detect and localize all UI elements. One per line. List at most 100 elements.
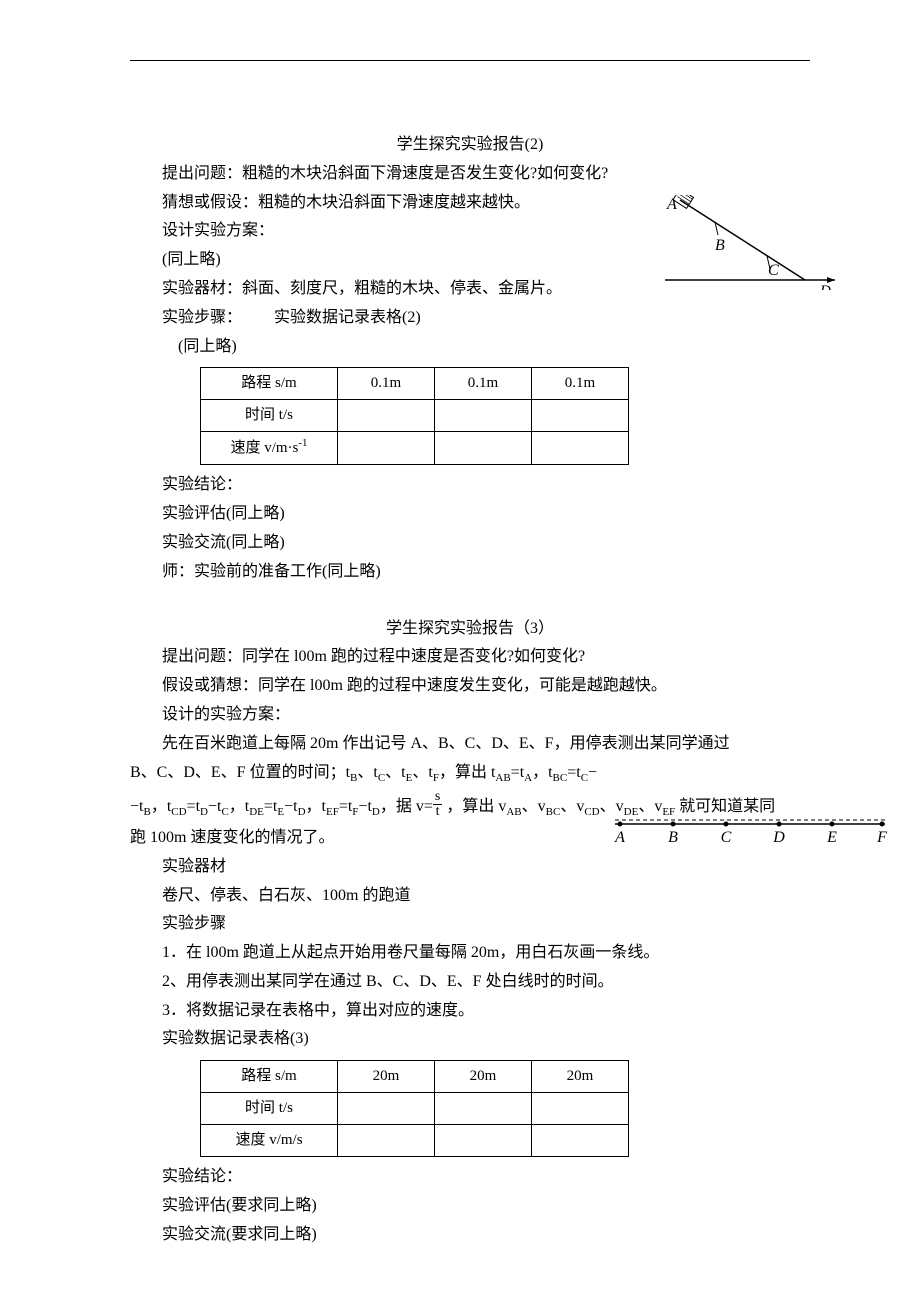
svg-text:F: F (876, 829, 887, 846)
report3-step2: 2、用停表测出某同学在通过 B、C、D、E、F 处白线时的时间。 (130, 968, 810, 997)
p3d3: −t (358, 798, 371, 815)
p3e1: =t (187, 798, 200, 815)
p2-pre: B、C、D、E、F 位置的时间；t (130, 764, 350, 781)
eq1: =t (511, 764, 524, 781)
p3D2: D (298, 806, 306, 818)
p3EF: EF (326, 806, 339, 818)
p3d1: −t (208, 798, 221, 815)
svg-text:D: D (819, 283, 831, 290)
r2-c1 (338, 400, 435, 432)
r2-row-vel: 速度 v/m·s-1 (201, 432, 338, 465)
r3-d1 (338, 1125, 435, 1157)
r3-th-path: 路程 s/m (201, 1061, 338, 1093)
r2-c3 (532, 400, 629, 432)
vs2: 、v (560, 798, 584, 815)
r2-row-time: 时间 t/s (201, 400, 338, 432)
svg-text:A: A (614, 829, 625, 846)
p3c3: ，t (306, 798, 326, 815)
report3-conclusion: 实验结论： (130, 1163, 810, 1192)
r2-th-v1: 0.1m (338, 368, 435, 400)
r2-d2 (435, 432, 532, 465)
sAB: AB (495, 772, 510, 784)
p3m2: ，算出 v (442, 798, 506, 815)
svg-text:E: E (826, 829, 837, 846)
svg-text:C: C (768, 262, 779, 279)
r2-d3 (532, 432, 629, 465)
sep2: 、t (385, 764, 405, 781)
report2-evaluate: 实验评估(同上略) (130, 500, 810, 529)
report3-equip: 卷尺、停表、白石灰、100m 的跑道 (130, 882, 810, 911)
report3-step1: 1．在 l00m 跑道上从起点开始用卷尺量每隔 20m，用白石灰画一条线。 (130, 939, 810, 968)
vs1: 、v (522, 798, 546, 815)
p3D: D (200, 806, 208, 818)
r3-row-vel: 速度 v/m/s (201, 1125, 338, 1157)
den-t: t (433, 805, 442, 819)
report3-data-title: 实验数据记录表格(3) (130, 1025, 810, 1054)
p3e2: =t (264, 798, 277, 815)
eq2: =t (567, 764, 580, 781)
report3-evaluate: 实验评估(要求同上略) (130, 1192, 810, 1221)
cm1: ，t (532, 764, 552, 781)
report3-hypothesis: 假设或猜想：同学在 l00m 跑的过程中速度发生变化，可能是越跑越快。 (130, 672, 810, 701)
report3-title: 学生探究实验报告（3） (130, 615, 810, 644)
report3-exchange: 实验交流(要求同上略) (130, 1221, 810, 1250)
sBC: BC (553, 772, 568, 784)
report2-data-title: 实验数据记录表格(2) (274, 309, 421, 326)
report3-plan2: B、C、D、E、F 位置的时间；tB、tC、tE、tF，算出 tAB=tA，tB… (130, 759, 810, 789)
spacer (130, 587, 810, 615)
svg-text:B: B (715, 237, 725, 254)
report2-steps-label: 实验步骤： (162, 309, 242, 326)
report3-step3: 3．将数据记录在表格中，算出对应的速度。 (130, 997, 810, 1026)
report3-steps-label: 实验步骤 (130, 910, 810, 939)
calc1: ，算出 t (439, 764, 495, 781)
report3-table: 路程 s/m 20m 20m 20m 时间 t/s 速度 v/m/s (200, 1060, 629, 1157)
p3c2: ，t (229, 798, 249, 815)
r2-d1 (338, 432, 435, 465)
p3D3: D (372, 806, 380, 818)
sA2: A (524, 772, 532, 784)
svg-text:C: C (721, 829, 732, 846)
r3-c3 (532, 1093, 629, 1125)
sC2: C (581, 772, 588, 784)
p3pre: −t (130, 798, 143, 815)
slope-diagram: A B C D (655, 195, 840, 290)
r3-th-v3: 20m (532, 1061, 629, 1093)
page: 学生探究实验报告(2) 提出问题：粗糙的木块沿斜面下滑速度是否发生变化?如何变化… (0, 0, 920, 1310)
r3-d2 (435, 1125, 532, 1157)
p3c1: ，t (151, 798, 171, 815)
report2-title: 学生探究实验报告(2) (130, 131, 810, 160)
report2-teacher: 师：实验前的准备工作(同上略) (130, 558, 810, 587)
report2-exchange: 实验交流(同上略) (130, 529, 810, 558)
sep3: 、t (412, 764, 432, 781)
r2-th-v3: 0.1m (532, 368, 629, 400)
p3C: C (221, 806, 228, 818)
p3d2: −t (284, 798, 297, 815)
r3-d3 (532, 1125, 629, 1157)
vBC: BC (546, 806, 561, 818)
svg-text:A: A (666, 196, 677, 213)
report3-design-label: 设计的实验方案： (130, 701, 810, 730)
top-rule (130, 60, 810, 61)
report2-question: 提出问题：粗糙的木块沿斜面下滑速度是否发生变化?如何变化? (130, 160, 810, 189)
track-diagram: A B C D E F (610, 808, 890, 848)
svg-text:B: B (668, 829, 678, 846)
r2-th-path: 路程 s/m (201, 368, 338, 400)
r3-th-v2: 20m (435, 1061, 532, 1093)
r2-vel-prefix: 速度 v/m·s (230, 440, 298, 456)
fraction: st (433, 790, 442, 819)
p3CD: CD (171, 806, 186, 818)
r2-vel-exp: -1 (298, 437, 307, 449)
p3B: B (143, 806, 150, 818)
r3-row-time: 时间 t/s (201, 1093, 338, 1125)
p3DE: DE (249, 806, 264, 818)
report3-question: 提出问题：同学在 l00m 跑的过程中速度是否变化?如何变化? (130, 643, 810, 672)
num-s: s (433, 790, 442, 805)
r3-th-v1: 20m (338, 1061, 435, 1093)
svg-text:D: D (772, 829, 785, 846)
sep1: 、t (357, 764, 377, 781)
report2-conclusion: 实验结论： (130, 471, 810, 500)
r3-c1 (338, 1093, 435, 1125)
report2-steps-omit: (同上略) (130, 333, 810, 362)
report3-plan1: 先在百米跑道上每隔 20m 作出记号 A、B、C、D、E、F，用停表测出某同学通… (130, 730, 810, 759)
r2-c2 (435, 400, 532, 432)
